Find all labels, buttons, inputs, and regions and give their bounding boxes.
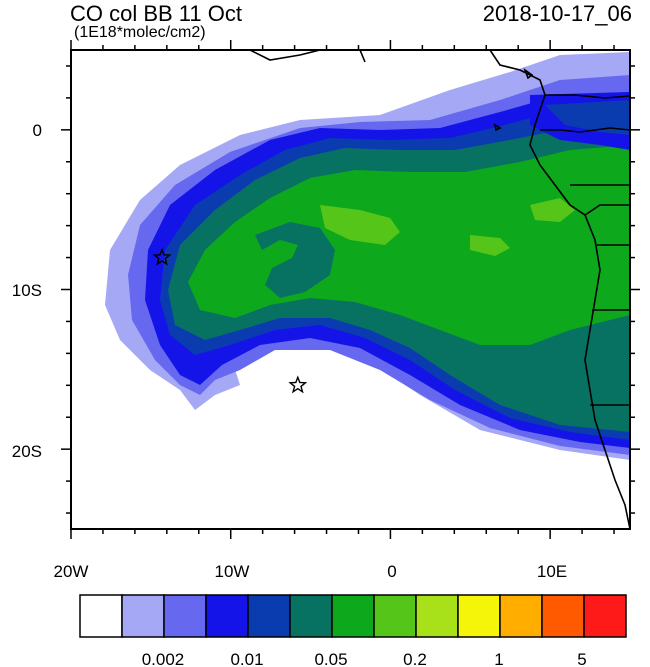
- plume-level-02: [188, 145, 630, 345]
- colorbar-swatch: [415, 594, 459, 638]
- colorbar: [79, 594, 627, 638]
- plume-level-05-c: [530, 198, 575, 222]
- colorbar-swatch: [541, 594, 585, 638]
- lon-label-20w: 20W: [54, 562, 89, 581]
- colorbar-swatch: [331, 594, 375, 638]
- co-plume: [105, 52, 630, 460]
- colorbar-swatch: [583, 594, 627, 638]
- colorbar-swatch: [499, 594, 543, 638]
- lat-label-10s: 10S: [12, 281, 42, 300]
- colorbar-swatch: [205, 594, 249, 638]
- plume-ne-core: [545, 100, 630, 135]
- star-marker-west: [152, 247, 172, 266]
- colorbar-label-0002: 0.002: [142, 650, 185, 667]
- colorbar-swatch: [289, 594, 333, 638]
- colorbar-label-1: 1: [494, 650, 503, 667]
- map-title: CO col BB 11 Oct: [70, 1, 242, 26]
- map-units: (1E18*molec/cm2): [74, 24, 206, 41]
- colorbar-swatch: [163, 594, 207, 638]
- lon-label-10w: 10W: [215, 562, 250, 581]
- colorbar-swatch: [373, 594, 417, 638]
- map-datetime: 2018-10-17_06: [482, 1, 632, 26]
- lon-label-0: 0: [387, 562, 396, 581]
- colorbar-swatch: [121, 594, 165, 638]
- lat-label-20s: 20S: [12, 442, 42, 461]
- colorbar-label-02: 0.2: [403, 650, 427, 667]
- lon-label-10e: 10E: [537, 562, 567, 581]
- colorbar-label-001: 0.01: [230, 650, 263, 667]
- star-marker-south: [288, 375, 308, 394]
- coastline: [249, 50, 630, 529]
- plume-level-05-b: [470, 235, 510, 256]
- plume-level-05-a: [320, 205, 400, 245]
- colorbar-swatch: [79, 594, 123, 638]
- axis-ticks: [61, 40, 640, 539]
- lat-label-0: 0: [33, 121, 42, 140]
- colorbar-swatch: [457, 594, 501, 638]
- plume-swirl: [255, 222, 335, 298]
- colorbar-label-005: 0.05: [314, 650, 347, 667]
- station-markers: [152, 247, 308, 394]
- colorbar-swatch: [247, 594, 291, 638]
- colorbar-label-5: 5: [577, 650, 586, 667]
